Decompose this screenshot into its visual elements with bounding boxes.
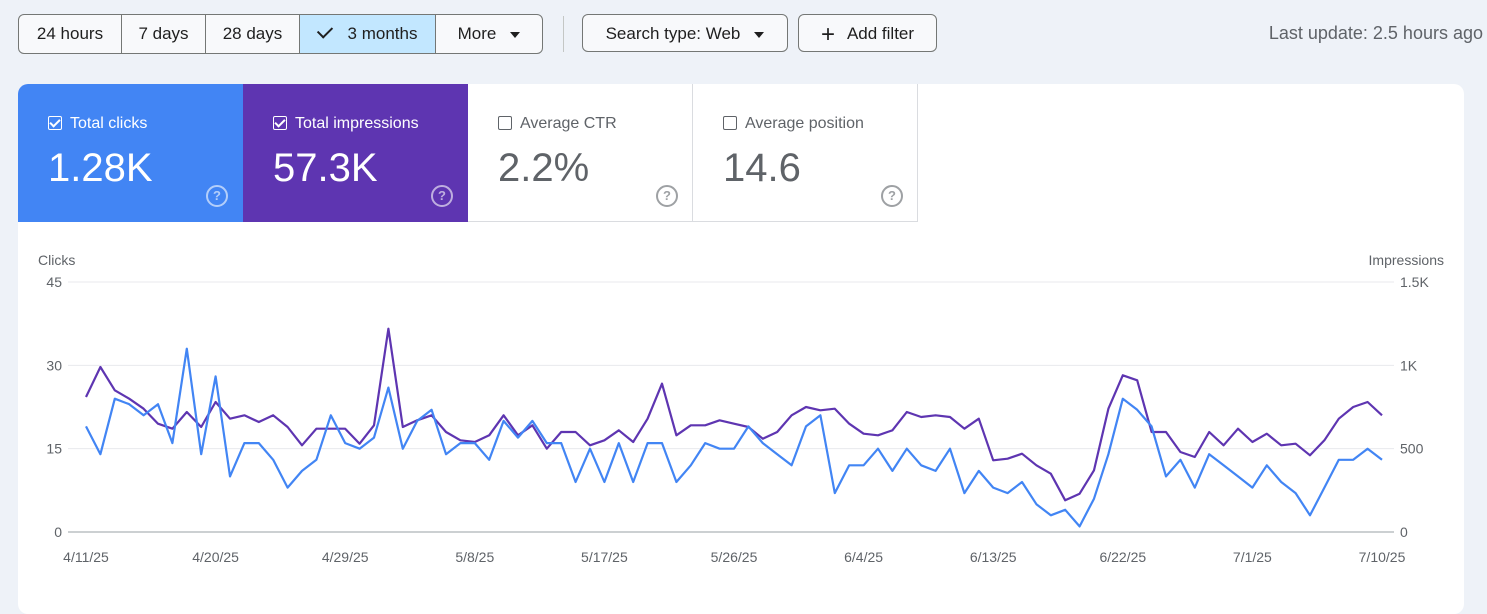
range-28-days-button[interactable]: 28 days	[206, 15, 300, 53]
metric-total-impressions[interactable]: Total impressions 57.3K ?	[243, 84, 468, 222]
right-tick-label: 1.5K	[1400, 274, 1429, 290]
metric-total-impressions-label: Total impressions	[273, 115, 419, 133]
metric-total-clicks-value: 1.28K	[48, 146, 153, 190]
x-tick-label: 7/1/25	[1233, 549, 1272, 562]
x-tick-label: 6/22/25	[1099, 549, 1146, 562]
filter-bar: 24 hours 7 days 28 days 3 months More Se…	[18, 14, 1487, 54]
left-axis-title: Clicks	[38, 252, 75, 268]
left-tick-label: 0	[54, 524, 62, 540]
right-tick-label: 1K	[1400, 357, 1418, 373]
metric-total-clicks-label: Total clicks	[48, 115, 147, 133]
metric-total-clicks[interactable]: Total clicks 1.28K ?	[18, 84, 243, 222]
impressions-series-line	[85, 327, 1383, 502]
range-more-label: More	[457, 24, 497, 43]
right-tick-label: 0	[1400, 524, 1408, 540]
right-axis-title: Impressions	[1369, 252, 1444, 268]
metric-average-position[interactable]: Average position 14.6 ?	[693, 84, 918, 222]
range-7-days-button[interactable]: 7 days	[122, 15, 206, 53]
metric-average-position-text: Average position	[745, 115, 864, 132]
help-icon[interactable]: ?	[656, 185, 678, 207]
x-tick-label: 4/20/25	[192, 549, 239, 562]
search-type-dropdown[interactable]: Search type: Web	[582, 14, 788, 52]
last-update-text: Last update: 2.5 hours ago	[1268, 23, 1483, 43]
add-filter-label: Add filter	[846, 24, 915, 43]
metric-total-impressions-value: 57.3K	[273, 146, 378, 190]
add-filter-button[interactable]: + Add filter	[798, 14, 937, 52]
x-tick-label: 4/11/25	[63, 549, 109, 562]
checkbox-unchecked-icon	[498, 116, 512, 130]
chevron-down-icon	[754, 31, 765, 38]
help-icon[interactable]: ?	[206, 185, 228, 207]
checkbox-checked-icon	[48, 116, 62, 130]
performance-card: Total clicks 1.28K ? Total impressions 5…	[18, 84, 1464, 614]
metric-average-ctr-label: Average CTR	[498, 115, 617, 133]
metric-average-ctr[interactable]: Average CTR 2.2% ?	[468, 84, 693, 222]
checkbox-unchecked-icon	[723, 116, 737, 130]
right-tick-label: 500	[1400, 441, 1424, 457]
left-tick-label: 30	[46, 357, 62, 373]
checkbox-checked-icon	[273, 116, 287, 130]
metric-average-position-value: 14.6	[723, 146, 801, 190]
x-tick-label: 7/10/25	[1359, 549, 1406, 562]
metric-total-impressions-text: Total impressions	[295, 115, 419, 132]
metric-average-position-label: Average position	[723, 115, 864, 133]
plus-icon: +	[820, 21, 835, 48]
range-24-hours-button[interactable]: 24 hours	[19, 15, 122, 53]
range-more-button[interactable]: More	[436, 15, 542, 53]
x-tick-label: 5/8/25	[455, 549, 494, 562]
metric-average-ctr-value: 2.2%	[498, 146, 590, 190]
left-tick-label: 45	[46, 274, 62, 290]
metric-total-clicks-text: Total clicks	[70, 115, 148, 132]
clicks-series-line	[85, 347, 1383, 528]
help-icon[interactable]: ?	[431, 185, 453, 207]
range-3-months-button[interactable]: 3 months	[300, 15, 436, 53]
help-icon[interactable]: ?	[881, 185, 903, 207]
range-3-months-label: 3 months	[347, 24, 418, 43]
search-type-label: Search type: Web	[605, 24, 741, 43]
toolbar-divider	[563, 16, 564, 52]
x-tick-label: 5/26/25	[711, 549, 758, 562]
x-tick-label: 6/4/25	[844, 549, 883, 562]
x-tick-label: 4/29/25	[322, 549, 369, 562]
performance-chart[interactable]: Clicks Impressions 45 1.5K 30 1K 15 500 0 0 4/1…	[18, 222, 1464, 562]
checkmark-icon	[316, 22, 333, 39]
chevron-down-icon	[510, 31, 521, 38]
metric-average-ctr-text: Average CTR	[520, 115, 617, 132]
left-tick-label: 15	[46, 441, 62, 457]
x-tick-label: 6/13/25	[970, 549, 1017, 562]
x-tick-label: 5/17/25	[581, 549, 628, 562]
date-range-selector: 24 hours 7 days 28 days 3 months More	[18, 14, 543, 54]
